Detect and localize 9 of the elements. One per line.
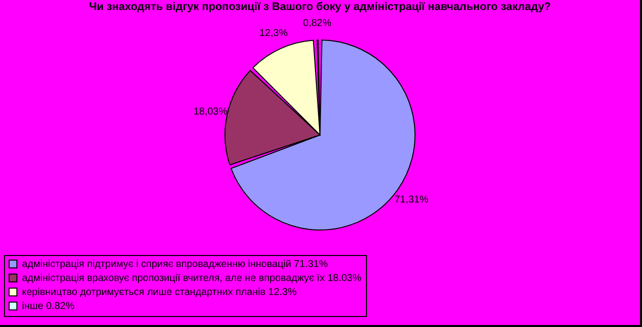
legend-label: інше 0.82% <box>22 301 75 312</box>
data-label: 12,3% <box>259 28 288 40</box>
legend-label: адміністрація враховує пропозиції вчителя, але не впроваджує їх 18.03% <box>22 273 362 284</box>
data-label: 0,82% <box>303 18 332 30</box>
chart-title: Чи знаходять відгук пропозиції з Вашого боку у адміністрації навчального закладу? <box>89 1 552 14</box>
data-label: 71,31% <box>394 194 428 206</box>
legend-label: керівництво дотримується лише стандартних планів 12.3% <box>22 287 297 298</box>
data-label: 18,03% <box>194 106 228 118</box>
legend-label: адміністрація підтримує і сприяє впровадженню інновацій 71.31% <box>22 259 328 270</box>
